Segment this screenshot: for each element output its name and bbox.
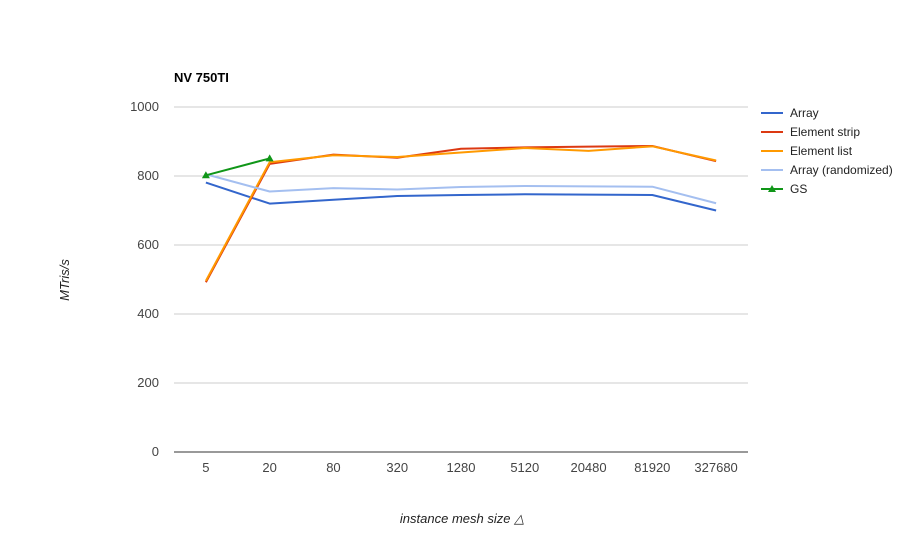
y-tick-label: 0	[152, 444, 159, 459]
series-point-gs	[201, 171, 210, 179]
chart-title: NV 750TI	[174, 70, 229, 85]
legend: Array Element strip Element list Array (ran…	[761, 106, 893, 196]
x-tick-label: 80	[326, 460, 340, 475]
series-line-gs	[205, 157, 270, 177]
y-tick-label: 800	[137, 168, 159, 183]
y-tick-label: 200	[137, 375, 159, 390]
series-line-element-strip	[205, 144, 717, 283]
x-tick-label: 20	[262, 460, 276, 475]
y-tick-label: 1000	[130, 99, 159, 114]
legend-label: Element strip	[790, 125, 860, 139]
series-lines	[201, 144, 717, 283]
legend-marker-gs	[768, 185, 776, 192]
y-axis-title: MTris/s	[57, 259, 72, 301]
legend-label: Array (randomized)	[790, 163, 893, 177]
y-axis-ticks: 0 200 400 600 800 1000	[130, 99, 159, 459]
legend-label: Array	[790, 106, 819, 120]
x-tick-label: 320	[386, 460, 408, 475]
series-line-element-list	[205, 145, 717, 282]
y-tick-label: 600	[137, 237, 159, 252]
legend-label: Element list	[790, 144, 853, 158]
x-axis-title: instance mesh size △	[400, 511, 524, 526]
y-tick-label: 400	[137, 306, 159, 321]
x-tick-label: 81920	[634, 460, 670, 475]
series-line-array-randomized	[205, 173, 717, 205]
x-axis-ticks: 5 20 80 320 1280 5120 20480 81920 327680	[202, 460, 738, 475]
x-tick-label: 327680	[694, 460, 737, 475]
x-tick-label: 20480	[570, 460, 606, 475]
gridlines	[174, 106, 748, 453]
legend-label: GS	[790, 182, 807, 196]
x-tick-label: 5	[202, 460, 209, 475]
x-tick-label: 5120	[510, 460, 539, 475]
series-line-array	[205, 181, 717, 212]
series-point-gs	[265, 154, 274, 162]
x-tick-label: 1280	[447, 460, 476, 475]
